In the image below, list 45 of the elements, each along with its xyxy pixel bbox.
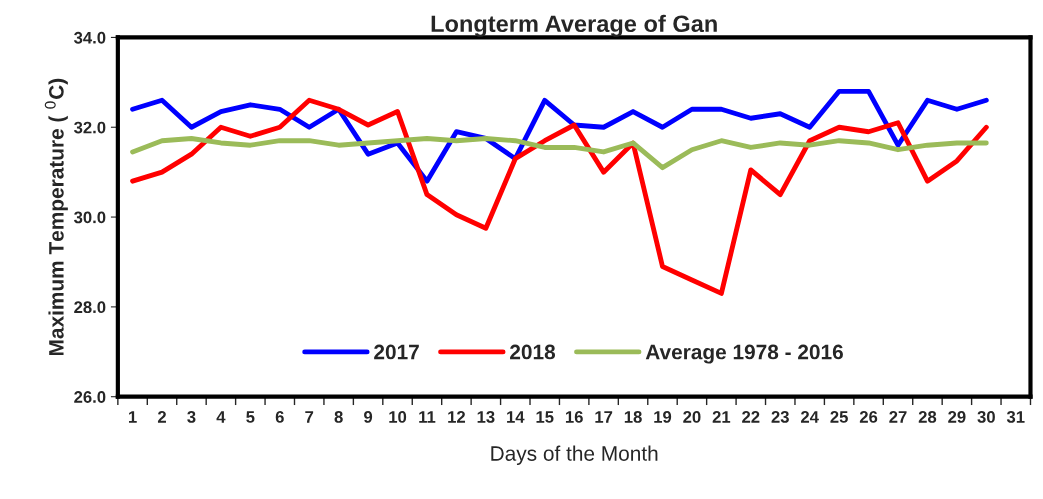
- line-series: [130, 97, 989, 296]
- x-tick-label: 1: [128, 411, 137, 423]
- legend-label: Average 1978 - 2016: [645, 344, 843, 364]
- x-tick-label: 17: [595, 411, 613, 423]
- x-tick-label: 28: [918, 411, 937, 423]
- x-tick-label: 10: [389, 411, 407, 423]
- x-tick-label: 23: [771, 411, 789, 423]
- x-tick-label: 15: [536, 411, 554, 423]
- line-series: [130, 136, 989, 171]
- x-tick-label: 13: [477, 411, 495, 423]
- x-tick-label: 11: [419, 411, 436, 423]
- x-tick-label: 5: [246, 411, 255, 423]
- x-tick-label: 12: [448, 411, 466, 423]
- x-tick-label: 27: [889, 411, 907, 423]
- x-tick-label: 9: [364, 411, 373, 423]
- x-tick-label: 6: [275, 411, 284, 423]
- y-tick-label: 26.0: [74, 391, 106, 403]
- legend-label: 2018: [510, 344, 556, 360]
- x-tick-label: 21: [712, 411, 731, 423]
- x-axis-title: Days of the Month: [491, 445, 658, 465]
- x-tick-label: 16: [565, 411, 583, 423]
- y-tick-label: 28.0: [74, 301, 106, 314]
- x-tick-label: 29: [948, 411, 966, 423]
- x-tick-label: 18: [624, 411, 642, 423]
- x-tick-label: 3: [187, 411, 196, 423]
- x-tick-label: 30: [977, 411, 995, 423]
- x-tick-label: 19: [654, 411, 672, 423]
- x-tick-label: 14: [507, 411, 525, 423]
- x-tick-label: 2: [157, 411, 166, 423]
- x-tick-label: 22: [742, 411, 760, 423]
- y-tick-label: 30.0: [74, 211, 106, 224]
- legend-label: 2017: [374, 344, 419, 360]
- line-series: [130, 88, 989, 184]
- chart-title: Longterm Average of Gan: [431, 14, 717, 37]
- x-tick-label: 8: [334, 411, 343, 423]
- y-tick-label: 32.0: [74, 121, 106, 134]
- y-tick-label: 34.0: [74, 31, 106, 44]
- x-tick-label: 24: [801, 411, 819, 423]
- x-tick-label: 25: [830, 411, 848, 423]
- x-tick-label: 20: [683, 411, 701, 423]
- x-tick-label: 4: [216, 411, 226, 423]
- x-tick-label: 31: [1006, 411, 1025, 423]
- x-tick-label: 26: [859, 411, 878, 423]
- x-tick-label: 7: [305, 411, 314, 423]
- y-axis-title: Maximum Temperature ( $^{0}$C): [44, 78, 68, 356]
